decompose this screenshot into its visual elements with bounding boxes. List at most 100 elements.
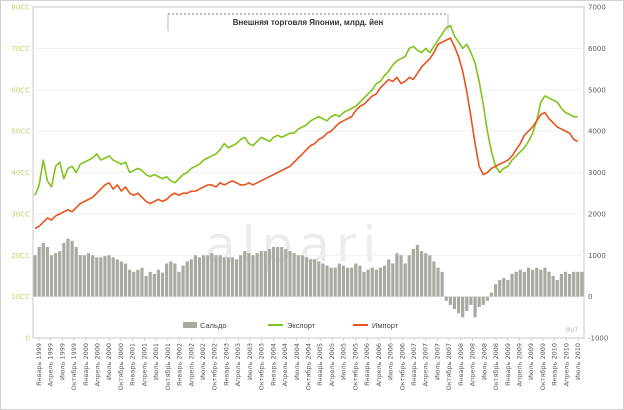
left-tick-label: 60CC — [11, 86, 30, 94]
balance-bar — [259, 251, 263, 297]
right-tick-label: 1000 — [588, 252, 606, 260]
balance-bar — [202, 255, 206, 297]
series-lines — [34, 24, 579, 230]
balance-bar — [86, 253, 91, 297]
balance-bar — [366, 269, 370, 297]
balance-bar — [165, 263, 169, 297]
balance-bar — [226, 257, 230, 297]
balance-bar — [580, 271, 584, 297]
balance-bar — [304, 257, 309, 297]
balance-bar — [432, 261, 436, 297]
x-tick-label: Апрель 2009 — [516, 343, 524, 386]
balance-bar — [300, 255, 304, 297]
balance-bar — [506, 280, 510, 297]
balance-bar — [576, 271, 580, 297]
x-tick-label: Октябрь 2003 — [258, 343, 266, 390]
balance-bar — [502, 278, 506, 297]
x-tick-label: Октябрь 2004 — [305, 343, 313, 390]
x-tick-label: Октябрь 2007 — [445, 343, 453, 390]
balance-bar — [498, 280, 502, 297]
x-tick-label: Июль 2009 — [527, 343, 535, 380]
x-tick-label: Апрель 1999 — [47, 343, 55, 386]
balance-bar — [280, 246, 284, 297]
balance-bar — [563, 271, 568, 297]
right-tick-label: 2000 — [588, 210, 606, 218]
balance-bar — [493, 284, 498, 297]
x-tick-label: Июль 2003 — [246, 343, 254, 380]
left-tick-label: 80CC — [11, 4, 30, 12]
balance-bar — [140, 267, 144, 297]
balance-bar — [510, 273, 514, 297]
balance-bar — [115, 259, 119, 297]
x-tick-label: Январь 2008 — [457, 343, 465, 386]
balance-bar — [214, 255, 218, 297]
balance-bar — [103, 256, 107, 297]
balance-bar — [481, 296, 485, 305]
balance-bar — [440, 271, 444, 297]
balance-bar — [210, 253, 214, 297]
x-tick-label: Апрель 2007 — [422, 343, 430, 386]
balance-bar — [222, 257, 226, 297]
balance-bar — [54, 253, 58, 297]
x-tick-label: Июль 2005 — [340, 343, 348, 380]
balance-bar — [78, 255, 82, 297]
balance-bar — [33, 255, 37, 297]
legend-swatch-balance — [183, 322, 197, 328]
x-tick-label: Апрель 2005 — [328, 343, 336, 386]
balance-bar — [444, 296, 448, 301]
x-tick-label: Апрель 2010 — [562, 343, 570, 386]
balance-bar — [284, 249, 288, 297]
brand-mark: RUT — [566, 327, 580, 334]
balance-bar — [276, 246, 280, 297]
legend: Сальдо Экспорт Импорт — [183, 321, 399, 330]
x-tick-label: Июль 2006 — [387, 343, 395, 380]
balance-bar — [382, 265, 387, 297]
x-tick-label: Январь 2001 — [129, 343, 137, 386]
x-tick-label: Январь 2006 — [363, 343, 371, 386]
x-tick-label: Июль 2004 — [293, 343, 301, 380]
left-tick-label: 70CC — [11, 45, 30, 53]
right-tick-label: 7000 — [588, 4, 606, 12]
balance-bar — [156, 269, 161, 297]
x-axis: Январь 1999 Апрель 1999 Июль 1999 Октябрь 1… — [35, 338, 582, 390]
balance-bar — [189, 259, 193, 297]
balance-bar — [251, 255, 255, 297]
balance-bar — [107, 255, 111, 297]
balance-bar — [341, 265, 346, 297]
x-tick-label: Июль 1999 — [58, 343, 66, 380]
x-tick-label: Апрель 2002 — [187, 343, 195, 386]
balance-bar — [514, 271, 518, 297]
balance-bar — [378, 267, 383, 297]
balance-bar — [193, 255, 198, 297]
balance-bar — [547, 271, 551, 297]
x-tick-label: Январь 2005 — [316, 343, 324, 386]
balance-bar — [144, 275, 148, 297]
left-tick-label: 0 — [26, 335, 30, 343]
balance-bar — [243, 251, 247, 297]
chart-title: Внешняя торговля Японии, млрд. йен — [167, 13, 449, 31]
x-tick-label: Апрель 2003 — [234, 343, 242, 386]
balance-bar — [148, 271, 152, 297]
balance-bar — [239, 255, 243, 297]
x-tick-label: Апрель 2001 — [140, 343, 148, 386]
balance-bar — [82, 255, 87, 297]
x-tick-label: Октябрь 2000 — [117, 343, 125, 390]
export-line — [34, 24, 578, 196]
balance-bar — [415, 244, 420, 297]
balance-bar — [218, 255, 222, 297]
balance-bar — [461, 296, 465, 318]
balance-bar — [370, 267, 374, 297]
balance-bar — [448, 296, 452, 305]
left-tick-label: 30CC — [11, 210, 30, 218]
balance-bar — [308, 259, 313, 297]
balance-bar — [288, 251, 292, 297]
balance-bar — [45, 246, 49, 297]
x-tick-label: Апрель 2006 — [375, 343, 383, 386]
x-tick-label: Октябрь 2005 — [351, 343, 359, 390]
x-tick-label: Октябрь 2008 — [492, 343, 500, 390]
right-tick-label: 5000 — [588, 86, 606, 94]
balance-bar — [267, 249, 272, 297]
legend-label-balance: Сальдо — [200, 321, 227, 330]
